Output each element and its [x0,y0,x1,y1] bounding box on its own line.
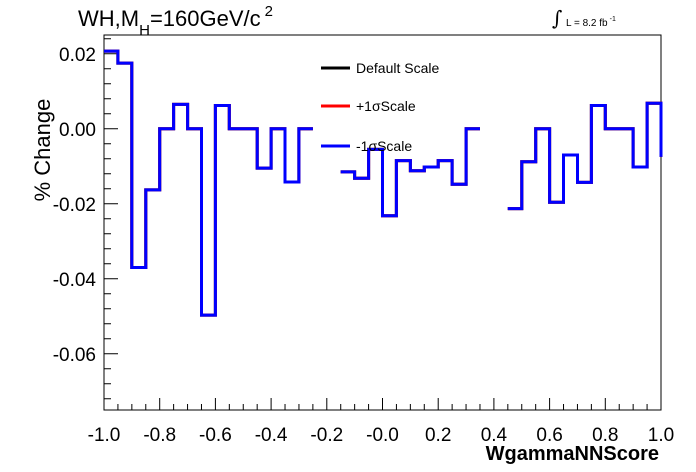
title-superscript: 2 [264,3,273,20]
y-tick-label: -0.06 [53,345,96,366]
x-tick-label: -0.4 [255,425,288,446]
x-tick-label: -0.0 [366,425,399,446]
series-line-2 [104,49,663,317]
legend-label: -1σScale [356,138,412,154]
x-tick-label: 0.6 [536,425,562,446]
x-tick-label: 0.2 [425,425,451,446]
x-tick-label: 1.0 [648,425,674,446]
title-rest: =160GeV/c [149,6,261,31]
luminosity-superscript: -1 [609,16,616,23]
legend-label: Default Scale [356,60,439,76]
x-tick-label: -1.0 [88,425,121,446]
y-tick-label: -0.02 [53,195,96,216]
x-axis-ticks: -1.0 -0.8 -0.6 -0.4 -0.2 -0.0 0.2 0.4 0.6 0.8 1.0 [88,398,674,446]
y-tick-label: -0.04 [53,270,97,291]
x-tick-label: 0.8 [592,425,618,446]
x-tick-label: 0.4 [481,425,508,446]
y-axis-ticks: 0.02 0.00 -0.02 -0.04 -0.06 [53,38,118,400]
integral-symbol: ∫ [552,6,563,30]
y-axis-label: % Change [30,99,55,202]
chart-title: WH,MH=160GeV/c 2 [78,3,273,39]
y-tick-label: 0.00 [59,120,96,141]
x-axis-label: WgammaNNScore [486,443,659,465]
x-tick-label: -0.6 [199,425,232,446]
x-tick-label: -0.8 [143,425,176,446]
x-tick-label: -0.2 [310,425,343,446]
y-tick-label: 0.02 [59,45,96,66]
legend: Default Scale +1σScale -1σScale [321,60,439,154]
luminosity-text: L = 8.2 fb [566,18,608,29]
legend-label: +1σScale [356,98,416,114]
plot-frame [103,34,662,411]
title-main: WH,M [78,6,140,31]
title-subscript: H [139,22,150,39]
series-group [104,49,663,317]
